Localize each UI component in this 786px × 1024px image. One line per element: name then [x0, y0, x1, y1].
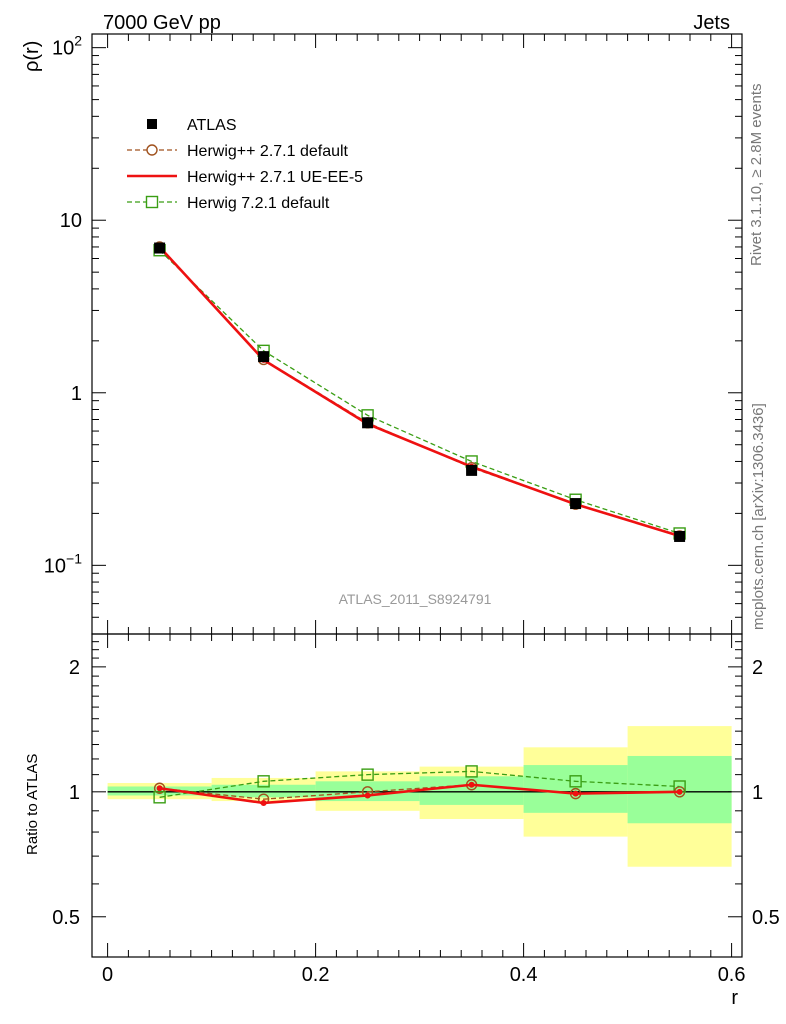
legend-marker-square	[145, 195, 159, 209]
y-tick-label: 10	[60, 210, 82, 232]
ratio-tick-label-left: 1	[69, 782, 80, 804]
legend-marker-circle	[146, 144, 158, 156]
legend-label: Herwig 7.2.1 default	[187, 195, 330, 212]
data-point	[258, 351, 270, 363]
bottom-panel-frame	[91, 633, 743, 958]
x-tick-label: 0.4	[510, 964, 538, 986]
dot-marker	[364, 792, 371, 799]
series-line	[159, 249, 680, 535]
x-axis-title: r	[731, 987, 738, 1009]
axes: 0 0.2 0.4 0.6 102 10 1 10−1 2 2 1 1 0.5 0.5	[44, 33, 780, 986]
header-right: Jets	[693, 12, 730, 34]
series-line	[159, 246, 680, 537]
dot-marker	[156, 785, 163, 792]
data-point	[154, 242, 166, 254]
square-marker	[153, 791, 166, 804]
y-tick-label: 1	[71, 383, 82, 405]
ratio-tick-label-right: 2	[752, 657, 763, 679]
x-tick-label: 0.6	[718, 964, 746, 986]
dot-marker	[676, 788, 683, 795]
legend: ATLAS Herwig++ 2.7.1 default Herwig++ 2.7.…	[127, 117, 363, 212]
dot-marker	[572, 790, 579, 797]
rivet-label: Rivet 3.1.10, ≥ 2.8M events	[748, 84, 765, 267]
legend-label: ATLAS	[187, 117, 237, 134]
dot-marker	[260, 799, 267, 806]
series-layer	[153, 241, 686, 806]
y-tick-label: 10−1	[44, 550, 82, 577]
y-tick-label: 102	[52, 33, 82, 60]
top-y-axis-title: ρ(r)	[21, 41, 43, 72]
band-inner	[211, 784, 316, 798]
header-left: 7000 GeV pp	[103, 12, 221, 34]
square-marker	[361, 768, 374, 781]
ratio-tick-label-right: 0.5	[752, 907, 780, 929]
mcplots-label: mcplots.cern.ch [arXiv:1306.3436]	[750, 403, 767, 630]
analysis-watermark: ATLAS_2011_S8924791	[339, 591, 492, 607]
legend-label: Herwig++ 2.7.1 default	[187, 143, 349, 160]
legend-label: Herwig++ 2.7.1 UE-EE-5	[187, 169, 363, 186]
square-marker	[257, 775, 270, 788]
series-ratio-line	[159, 783, 680, 805]
band-inner	[419, 776, 524, 805]
data-point	[466, 464, 478, 476]
bottom-y-axis-title: Ratio to ATLAS	[24, 754, 41, 855]
legend-marker-data	[147, 119, 157, 129]
data-point	[362, 417, 374, 429]
uncertainty-bands	[107, 726, 732, 867]
ratio-tick-label-left: 0.5	[52, 907, 80, 929]
x-tick-label: 0.2	[302, 964, 330, 986]
ratio-tick-label-left: 2	[69, 657, 80, 679]
ratio-tick-label-right: 1	[752, 782, 763, 804]
dot-marker	[468, 781, 475, 788]
square-marker	[465, 765, 478, 778]
data-point	[674, 530, 686, 542]
data-point	[570, 498, 582, 510]
series-line	[158, 246, 680, 538]
square-marker	[569, 775, 582, 788]
series-ratio-line	[159, 770, 680, 798]
x-tick-label: 0	[102, 964, 113, 986]
